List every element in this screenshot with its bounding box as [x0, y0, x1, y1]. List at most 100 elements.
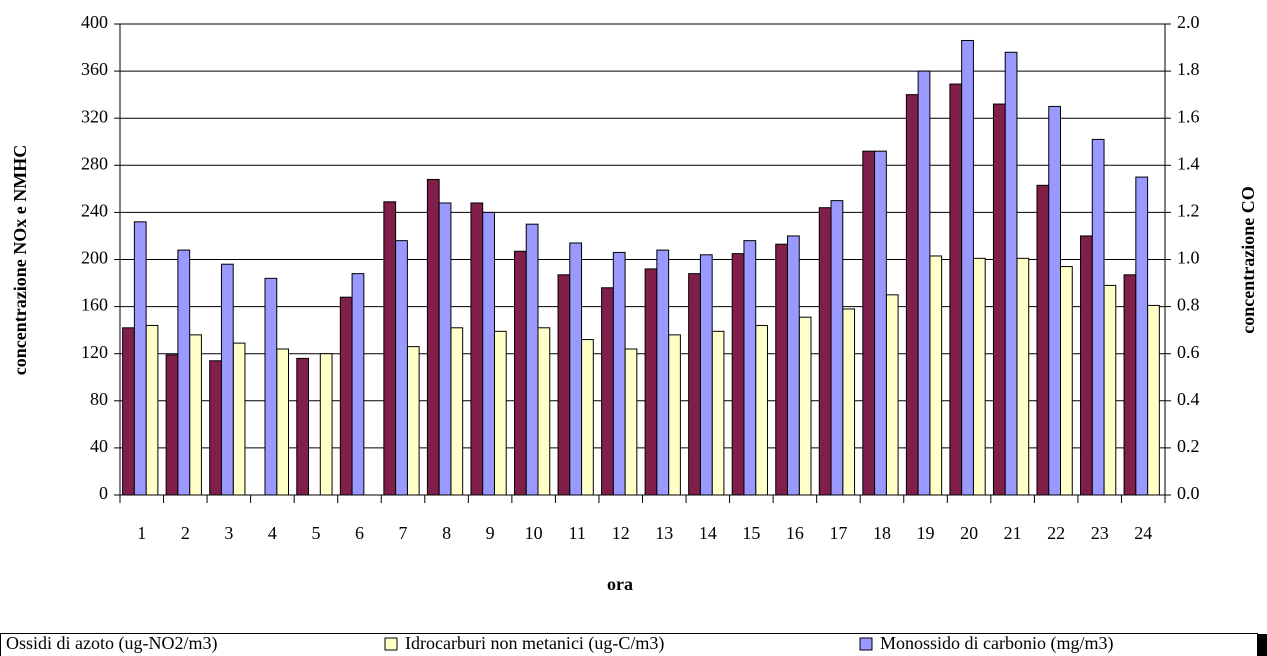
- x-tick-label: 10: [525, 523, 543, 543]
- bar: [426, 178, 440, 496]
- y2-tick-label: 1.8: [1177, 59, 1200, 79]
- bar: [569, 242, 583, 496]
- bar: [961, 39, 974, 496]
- bar: [406, 346, 420, 496]
- y2-tick-label: 1.6: [1177, 106, 1200, 126]
- bar: [296, 357, 310, 496]
- bar: [1080, 235, 1093, 496]
- bar: [438, 202, 452, 496]
- bar: [1147, 304, 1160, 496]
- y-tick-label: 80: [90, 389, 108, 409]
- bar: [917, 70, 931, 496]
- y-tick-label: 120: [81, 342, 108, 362]
- bar: [232, 342, 246, 496]
- bar: [688, 273, 701, 496]
- bar: [830, 200, 844, 496]
- y2-tick-label: 1.4: [1177, 153, 1200, 173]
- bar: [525, 223, 539, 496]
- legend-edge: [1258, 634, 1267, 656]
- bar: [383, 201, 397, 496]
- y-tick-label: 40: [90, 436, 108, 456]
- bar: [276, 348, 290, 496]
- bar: [1036, 184, 1050, 496]
- y-tick-label: 0: [99, 483, 108, 503]
- bar: [557, 274, 571, 496]
- y-tick-label: 360: [81, 59, 108, 79]
- x-tick-label: 9: [486, 523, 495, 543]
- bar: [513, 250, 527, 496]
- bar: [319, 353, 333, 496]
- bar: [581, 339, 594, 496]
- x-tick-label: 11: [569, 523, 586, 543]
- y-tick-label: 240: [81, 201, 108, 221]
- y-tick-label: 400: [81, 12, 108, 32]
- legend-marker: [859, 637, 873, 651]
- bar: [1016, 257, 1030, 496]
- legend-marker: [384, 637, 398, 651]
- bar: [798, 316, 812, 496]
- x-tick-label: 6: [355, 523, 364, 543]
- bar: [862, 150, 876, 496]
- x-tick-label: 3: [224, 523, 233, 543]
- bar: [743, 240, 757, 496]
- bar: [209, 360, 222, 496]
- bar: [842, 308, 856, 496]
- bar: [601, 287, 614, 496]
- bar: [612, 251, 626, 496]
- y2-tick-label: 0.2: [1177, 436, 1200, 456]
- bar: [537, 327, 551, 496]
- x-tick-label: 17: [829, 523, 847, 543]
- bar: [177, 249, 191, 496]
- bar: [1048, 105, 1062, 496]
- x-tick-label: 20: [960, 523, 978, 543]
- legend-label: Ossidi di azoto (ug-NO2/m3): [6, 633, 217, 654]
- y2-tick-label: 0.6: [1177, 342, 1200, 362]
- bar: [786, 235, 800, 496]
- bar: [189, 334, 202, 496]
- y2-tick-label: 1.2: [1177, 201, 1200, 221]
- x-tick-label: 21: [1004, 523, 1022, 543]
- bar: [731, 253, 745, 496]
- bar: [668, 334, 681, 496]
- bar: [972, 257, 986, 496]
- y-tick-label: 320: [81, 106, 108, 126]
- bar: [493, 330, 507, 496]
- bar: [624, 348, 638, 496]
- x-tick-label: 16: [786, 523, 804, 543]
- y-axis-title: concentrazione NOx e NMHC: [10, 145, 30, 375]
- y-tick-label: 200: [81, 248, 108, 268]
- x-tick-label: 22: [1047, 523, 1065, 543]
- x-tick-label: 7: [399, 523, 408, 543]
- bar: [1123, 274, 1137, 496]
- x-tick-label: 13: [655, 523, 673, 543]
- bar: [949, 83, 963, 496]
- x-axis-title: ora: [607, 574, 633, 594]
- bar: [220, 263, 234, 496]
- bar: [145, 324, 159, 496]
- y2-tick-label: 2.0: [1177, 12, 1200, 32]
- x-tick-label: 24: [1134, 523, 1152, 543]
- y-tick-label: 280: [81, 153, 108, 173]
- bar: [482, 211, 495, 496]
- bar: [1103, 284, 1117, 496]
- bar: [122, 327, 135, 496]
- bar: [929, 255, 943, 496]
- x-tick-label: 19: [917, 523, 935, 543]
- bar: [450, 327, 464, 496]
- bar: [165, 354, 179, 496]
- y2-axis-title: concentrazione CO: [1238, 186, 1258, 333]
- bar: [1060, 266, 1073, 496]
- x-tick-label: 14: [699, 523, 717, 543]
- legend-label: Idrocarburi non metanici (ug-C/m3): [405, 633, 664, 654]
- x-tick-label: 5: [311, 523, 320, 543]
- legend-label: Monossido di carbonio (mg/m3): [880, 633, 1113, 654]
- bar: [264, 277, 278, 496]
- bar: [775, 243, 788, 496]
- bar: [351, 273, 365, 496]
- bar: [1135, 176, 1149, 496]
- bar: [699, 254, 713, 496]
- x-tick-label: 18: [873, 523, 891, 543]
- x-tick-label: 1: [137, 523, 146, 543]
- bar: [339, 296, 353, 496]
- x-tick-label: 12: [612, 523, 630, 543]
